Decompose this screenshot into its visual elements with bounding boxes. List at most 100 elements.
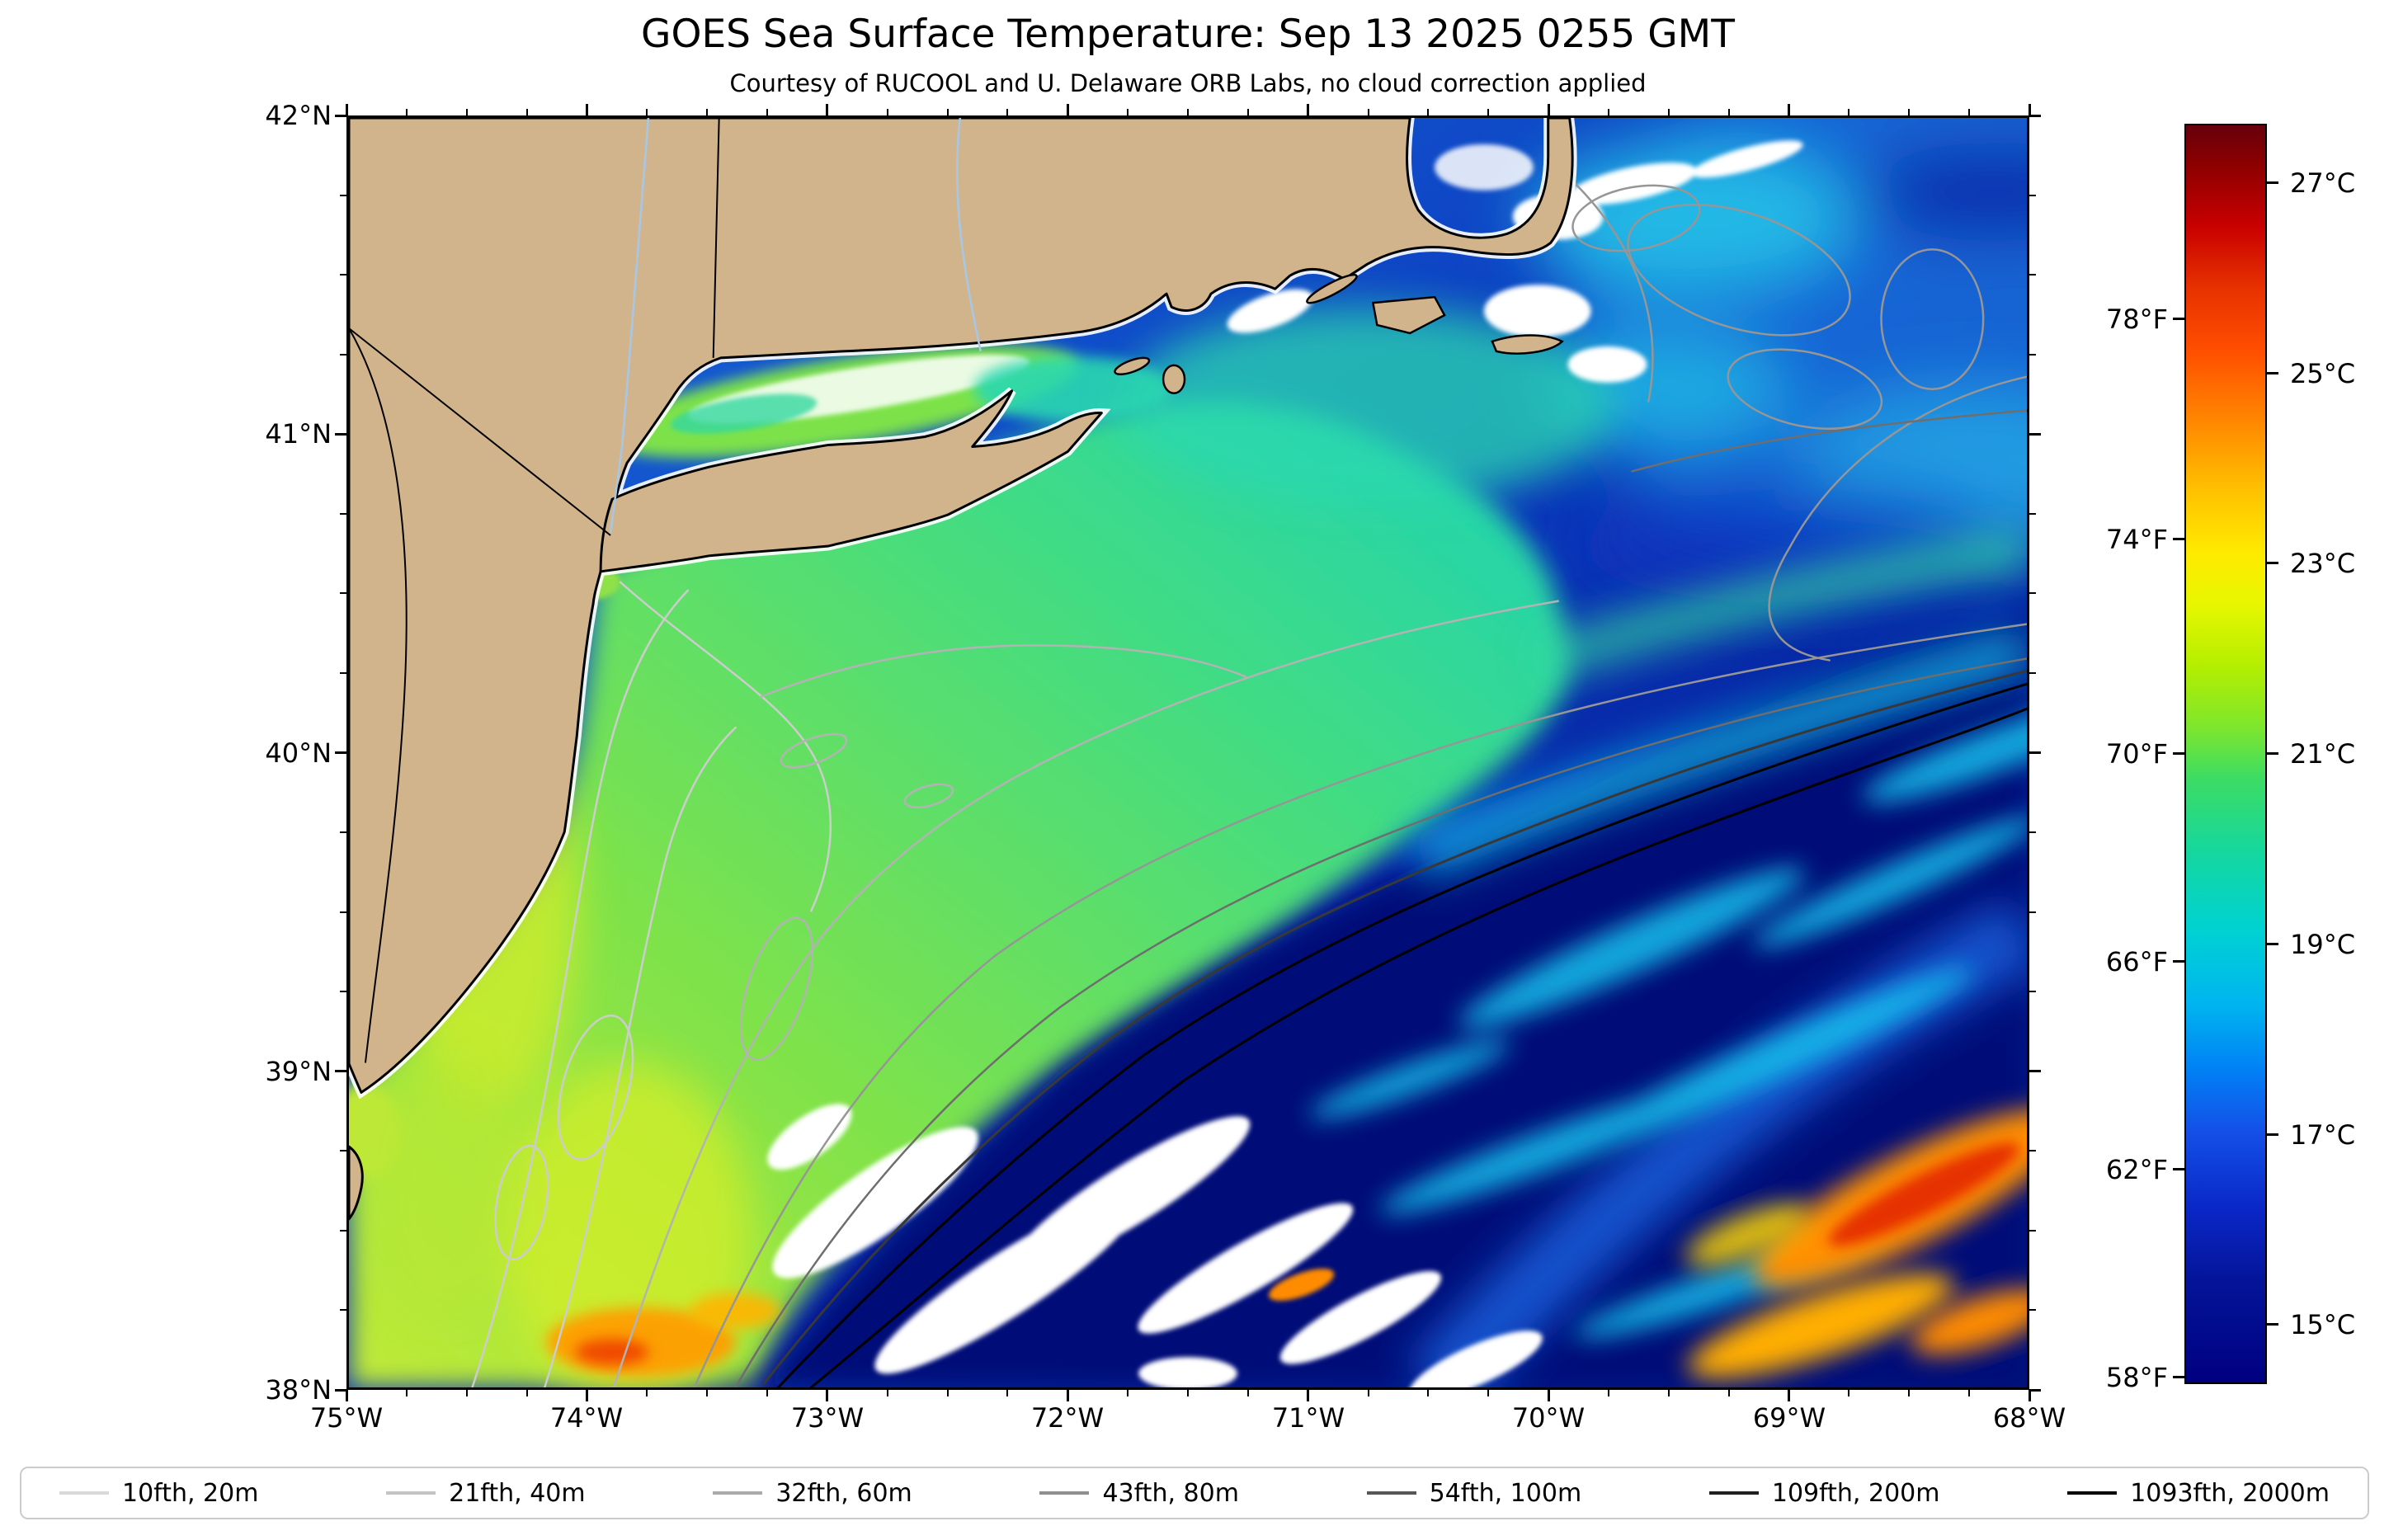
axis-tick [1246,109,1249,115]
axis-tick [585,1390,588,1401]
legend-label: 54fth, 100m [1429,1478,1582,1508]
axis-tick [1968,109,1971,115]
axis-tick [2029,194,2036,196]
cold-slope-water [702,619,2027,1387]
contour-line-sample [59,1491,109,1495]
axis-tick [1608,109,1609,115]
axis-tick [2029,274,2036,276]
colorbar-tick [2173,318,2184,320]
axis-tick [2029,353,2036,356]
x-axis-tick-label: 68°W [1992,1402,2066,1434]
axis-tick [1307,1390,1310,1401]
axis-tick [2029,1150,2036,1152]
axis-tick [706,109,709,115]
figure-subtitle: Courtesy of RUCOOL and U. Delaware ORB L… [729,69,1647,97]
contour-line-sample [2067,1491,2118,1495]
contour-line-sample [386,1491,436,1495]
axis-tick [1187,109,1189,115]
axis-tick [340,1150,346,1152]
bathymetry-contours [471,166,2027,1387]
axis-tick [1487,109,1490,115]
axis-tick [340,1229,346,1232]
axis-tick [706,1390,709,1396]
x-axis-tick-label: 75°W [309,1402,384,1434]
axis-tick [2029,592,2036,595]
axis-tick [646,1390,648,1396]
axis-tick [646,109,648,115]
axis-tick [465,109,468,115]
axis-tick [525,109,528,115]
celsius-tick-label: 21°C [2290,738,2356,770]
legend-label: 32fth, 60m [775,1478,912,1508]
axis-tick [1127,109,1129,115]
celsius-tick-label: 25°C [2290,358,2356,389]
axis-tick [1908,109,1911,115]
legend-item: 21fth, 40m [386,1478,586,1508]
axis-tick [340,671,346,674]
fahrenheit-tick-label: 78°F [2105,304,2168,335]
legend-item: 43fth, 80m [1039,1478,1239,1508]
axis-tick [340,911,346,913]
axis-tick [1788,1390,1791,1401]
y-axis-tick-label: 42°N [265,100,332,131]
axis-tick [2029,512,2036,515]
axis-tick [886,109,888,115]
axis-tick [1367,1390,1369,1396]
axis-tick [340,991,346,993]
bathymetry-legend: 10fth, 20m 21fth, 40m 32fth, 60m 43fth, … [20,1467,2369,1519]
colorbar-tick [2173,538,2184,540]
celsius-tick-label: 15°C [2290,1309,2356,1340]
legend-item: 10fth, 20m [59,1479,258,1508]
axis-tick [1427,109,1430,115]
nantucket [1491,334,1564,355]
y-axis-tick-label: 38°N [265,1374,332,1406]
axis-tick [1547,1390,1550,1401]
axis-tick [1006,1390,1009,1396]
sst-map-canvas [349,118,2027,1387]
axis-tick [525,1390,528,1396]
axis-tick [340,194,346,196]
axis-tick [2029,114,2041,117]
axis-tick [1127,1390,1129,1396]
axis-tick [2029,671,2036,674]
legend-label: 21fth, 40m [449,1478,586,1508]
axis-tick [335,1388,346,1392]
axis-tick [2029,911,2036,913]
celsius-tick-label: 27°C [2290,167,2356,199]
axis-tick [335,1070,346,1073]
axis-tick [2029,831,2036,834]
x-axis-tick-label: 72°W [1030,1402,1105,1434]
fahrenheit-tick-label: 62°F [2105,1154,2168,1185]
colorbar-tick [2173,752,2184,755]
axis-tick [340,274,346,276]
axis-tick [340,1309,346,1312]
axis-tick [345,104,348,115]
axis-tick [1246,1390,1249,1396]
legend-item: 109fth, 200m [1708,1479,1940,1508]
axis-tick [340,353,346,356]
axis-tick [585,104,588,115]
legend-label: 43fth, 80m [1102,1478,1239,1508]
marthas-vineyard [1371,295,1446,335]
axis-tick [2029,1070,2041,1073]
colorbar-tick [2267,752,2278,755]
fahrenheit-tick-label: 66°F [2105,946,2168,977]
axis-tick [2029,751,2041,754]
elizabeth-islands [1306,273,1358,304]
cloud-mask [767,140,1803,1387]
connecticut-river [955,118,982,352]
contour-line-sample [1039,1491,1090,1495]
colorbar-tick [2173,1168,2184,1170]
axis-tick [1006,109,1009,115]
axis-tick [946,1390,949,1396]
fahrenheit-tick-label: 74°F [2105,524,2168,555]
axis-tick [1727,109,1730,115]
axis-tick [1788,104,1791,115]
axis-tick [1427,1390,1430,1396]
axis-tick [2029,432,2041,436]
axis-tick [1487,1390,1490,1396]
axis-tick [2028,104,2031,115]
legend-item: 54fth, 100m [1366,1478,1582,1508]
axis-tick [1667,1390,1670,1396]
